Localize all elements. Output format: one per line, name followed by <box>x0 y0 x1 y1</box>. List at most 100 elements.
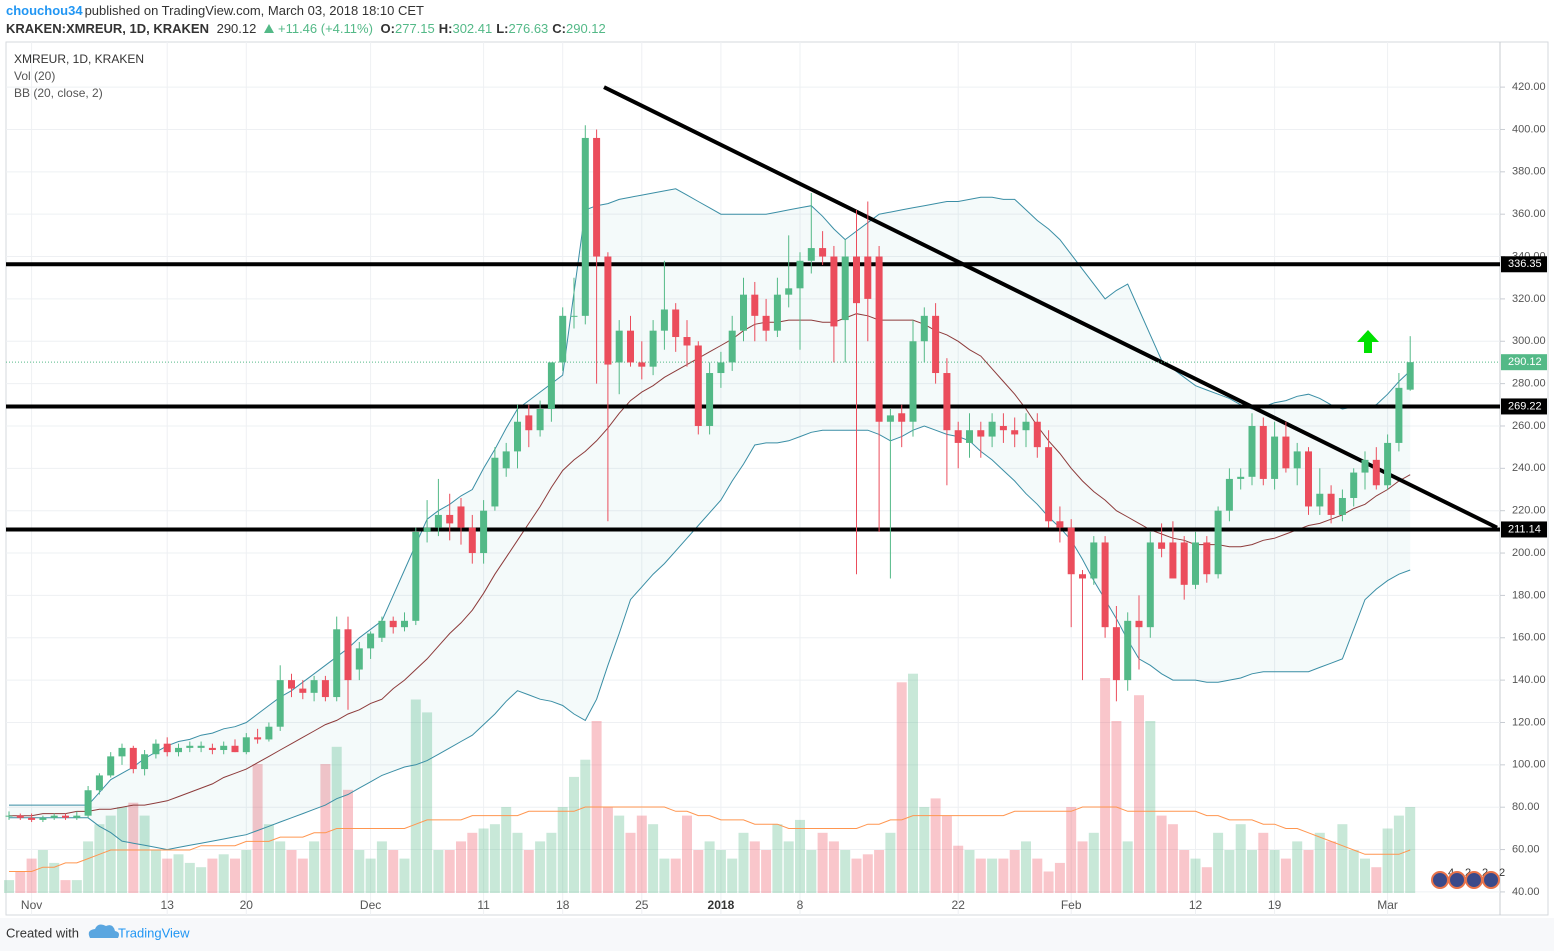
candle-body <box>649 330 657 367</box>
y-tick-label: 160.00 <box>1512 632 1546 644</box>
candle-body <box>954 430 962 443</box>
candle-body <box>604 256 612 365</box>
event-icon <box>1431 871 1449 889</box>
candle-body <box>683 337 691 346</box>
candle-body <box>231 745 239 753</box>
x-tick-label: 12 <box>1189 898 1203 912</box>
event-count: 2 <box>1499 867 1505 879</box>
symbol: KRAKEN:XMREUR, 1D, KRAKEN <box>6 21 209 36</box>
candle-body <box>932 315 940 374</box>
candle-body <box>751 294 759 316</box>
candle-body <box>773 294 781 331</box>
volume-bar <box>15 871 26 893</box>
volume-bar <box>523 850 534 893</box>
candle-body <box>129 747 137 770</box>
candle-body <box>1169 542 1177 579</box>
y-tick-label: 420.00 <box>1512 81 1546 93</box>
volume-bar <box>1145 721 1156 893</box>
volume-bar <box>569 776 579 893</box>
logo <box>88 924 119 938</box>
event-count: 2 <box>1482 867 1488 879</box>
candle-body <box>434 514 442 528</box>
author[interactable]: chouchou34 <box>6 3 83 18</box>
candle-body <box>50 815 58 818</box>
level-box <box>1501 256 1547 273</box>
volume-bar <box>286 850 297 893</box>
candle-body <box>152 743 160 755</box>
volume-bar <box>1021 841 1031 893</box>
candle-body <box>1011 430 1019 435</box>
event-icon <box>1465 871 1483 889</box>
candle-body <box>321 680 329 698</box>
candle-body <box>1192 542 1199 585</box>
candle-body <box>1225 478 1233 511</box>
candle-body <box>627 330 634 363</box>
volume-bar <box>851 858 862 893</box>
volume-bar <box>1009 850 1020 893</box>
candle-body <box>570 315 578 317</box>
volume-bar <box>749 841 760 893</box>
volume-ma <box>9 806 1411 872</box>
candle-body <box>525 415 533 431</box>
candle-body <box>1327 493 1335 515</box>
volume-bar <box>512 832 523 893</box>
x-tick-label: 2018 <box>708 898 735 912</box>
candle-body <box>163 743 171 753</box>
volume-bar <box>1134 695 1144 893</box>
volume-bar <box>60 880 71 893</box>
y-tick-label: 220.00 <box>1512 505 1546 517</box>
candle-body <box>1056 521 1064 528</box>
candle-body <box>84 790 92 816</box>
candle-body <box>1259 425 1267 479</box>
candle-body <box>559 315 567 363</box>
candle-body <box>220 745 228 751</box>
volume-bar <box>795 819 805 893</box>
x-tick-label: 25 <box>635 898 649 912</box>
candle-body <box>785 288 793 295</box>
volume-bar <box>4 880 14 893</box>
candle-body <box>378 620 386 638</box>
x-tick-label: Feb <box>1061 898 1082 912</box>
volume-bar <box>817 832 828 893</box>
volume-bar <box>535 841 546 893</box>
bb-fill <box>9 188 1411 850</box>
volume-bar <box>761 850 772 893</box>
volume-bar <box>862 854 873 893</box>
volume-bar <box>1122 841 1133 893</box>
volume-bar <box>1054 862 1065 893</box>
candle-body <box>1316 493 1324 507</box>
candle-body <box>141 754 149 770</box>
volume-bar <box>433 850 444 893</box>
candle-body <box>5 815 13 817</box>
event-count: 4 <box>1448 867 1454 879</box>
y-tick-label: 200.00 <box>1512 547 1546 559</box>
ohlc-value: 277.15 <box>394 21 435 36</box>
candle-body <box>1282 436 1290 469</box>
candle-body <box>1293 451 1301 469</box>
volume-bar <box>1179 850 1190 893</box>
y-tick-label: 60.00 <box>1512 843 1540 855</box>
volume-bar <box>693 850 704 893</box>
candle-body <box>514 421 521 452</box>
candle-body <box>310 680 318 693</box>
footer-bg <box>0 918 1554 951</box>
candle-body <box>62 815 69 818</box>
volume-bar <box>297 858 308 893</box>
volume-bar <box>1167 824 1178 893</box>
footer-brand[interactable]: TradingView <box>118 925 190 940</box>
y-tick-label: 400.00 <box>1512 123 1546 135</box>
volume-bar <box>1235 824 1246 893</box>
up-triangle <box>263 24 274 33</box>
x-tick-label: Dec <box>360 898 381 912</box>
volume-bar <box>275 841 286 893</box>
volume-bar <box>557 807 568 893</box>
volume-bar <box>715 850 726 893</box>
volume-bar <box>444 850 455 893</box>
volume-bar <box>828 841 839 893</box>
candle-body <box>480 510 488 554</box>
frame <box>5 41 1549 916</box>
candle-body <box>1022 421 1030 431</box>
candle-body <box>999 425 1007 431</box>
candle-body <box>73 815 81 818</box>
